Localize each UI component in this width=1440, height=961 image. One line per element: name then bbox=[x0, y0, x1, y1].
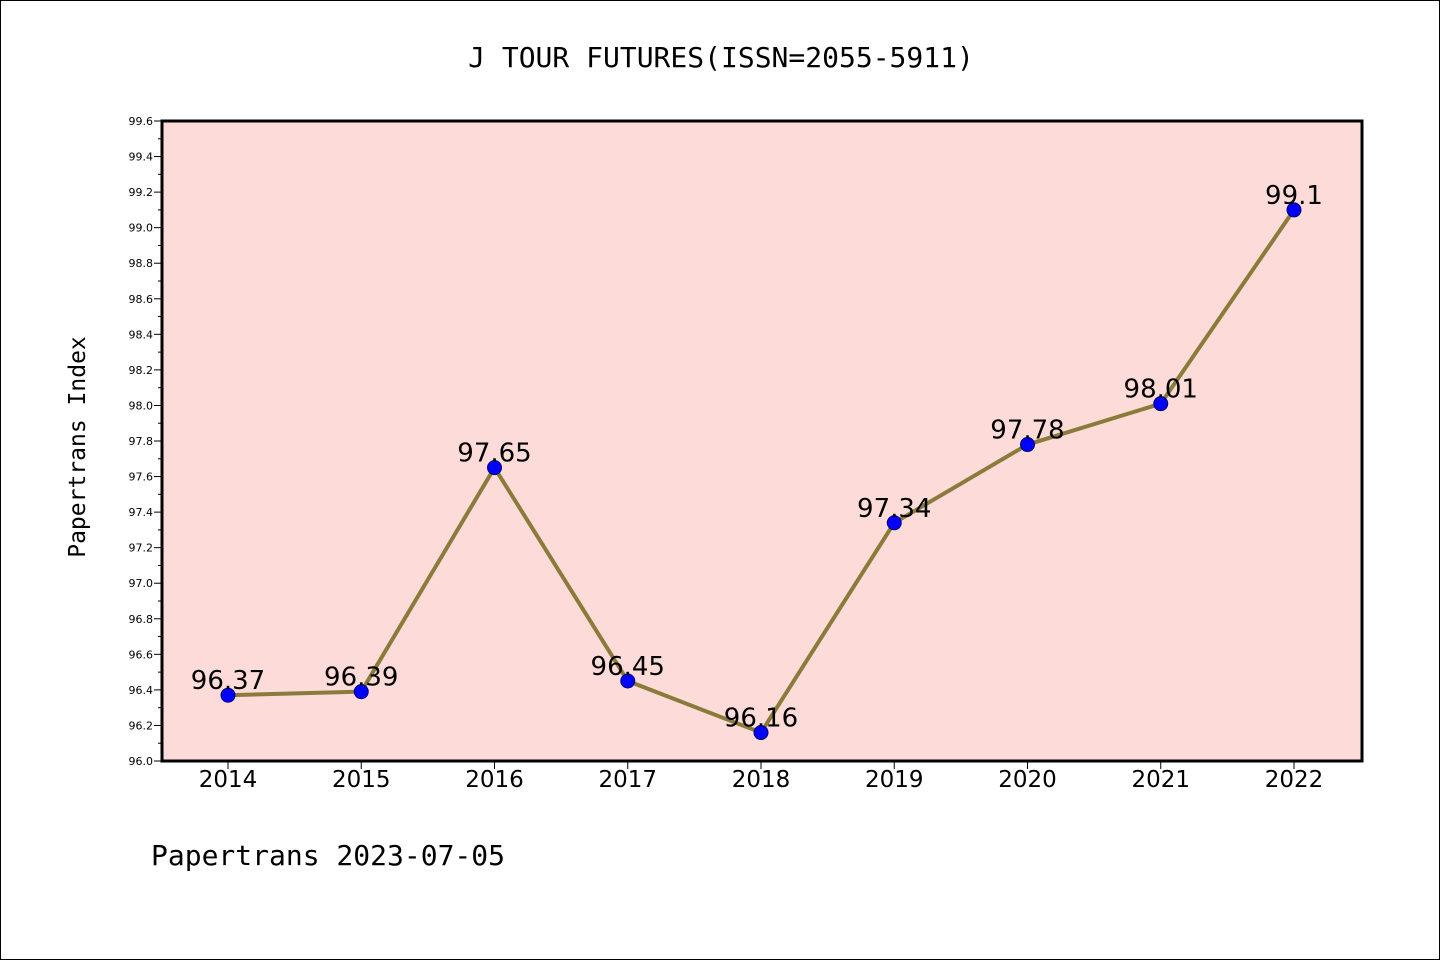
data-point-label: 96.45 bbox=[591, 652, 665, 682]
y-tick-label: 97.0 bbox=[129, 577, 154, 590]
y-tick-label: 98.0 bbox=[129, 399, 154, 412]
y-axis-label: Papertrans Index bbox=[65, 336, 91, 558]
data-point-label: 97.65 bbox=[457, 439, 531, 469]
y-tick-label: 98.6 bbox=[129, 293, 154, 306]
x-tick-label: 2018 bbox=[732, 767, 791, 793]
data-labels: 96.37 96.39 97.65 96.45 96.16 97.34 97.78 98.01… bbox=[191, 181, 1323, 734]
x-tick-label: 2022 bbox=[1265, 767, 1324, 793]
data-point bbox=[1020, 437, 1035, 453]
y-tick-label: 99.0 bbox=[129, 222, 154, 235]
y-tick-label: 96.0 bbox=[129, 755, 154, 768]
data-point bbox=[1153, 396, 1169, 412]
data-point-label: 97.78 bbox=[990, 416, 1064, 446]
y-tick-label: 96.6 bbox=[129, 648, 154, 661]
data-point-label: 99.1 bbox=[1265, 181, 1323, 211]
data-point bbox=[220, 687, 236, 703]
data-point-label: 98.01 bbox=[1124, 375, 1198, 405]
y-tick-label: 99.6 bbox=[129, 115, 154, 128]
y-tick-label: 98.8 bbox=[129, 257, 154, 270]
x-tick-label: 2020 bbox=[998, 767, 1057, 793]
data-point bbox=[353, 684, 369, 700]
y-tick-label: 97.8 bbox=[129, 435, 154, 448]
x-tick-label: 2015 bbox=[332, 767, 391, 793]
plot-area bbox=[162, 121, 1362, 761]
y-tick-label: 97.4 bbox=[129, 506, 154, 519]
x-tick-label: 2021 bbox=[1131, 767, 1190, 793]
y-tick-label: 97.2 bbox=[129, 542, 154, 555]
y-axis-ticks: 96.0 96.2 96.4 96.6 96.8 97.0 97.2 97.4 97.6 97.8… bbox=[129, 115, 162, 768]
x-tick-label: 2019 bbox=[865, 767, 924, 793]
x-tick-label: 2016 bbox=[465, 767, 524, 793]
data-point bbox=[1286, 202, 1302, 218]
data-point-label: 96.39 bbox=[324, 663, 398, 693]
data-point bbox=[487, 460, 502, 476]
y-tick-label: 98.2 bbox=[129, 364, 154, 377]
chart-title: J TOUR FUTURES(ISSN=2055-5911) bbox=[468, 41, 974, 74]
x-tick-label: 2014 bbox=[199, 767, 258, 793]
y-tick-label: 96.8 bbox=[129, 613, 154, 626]
data-point-label: 96.37 bbox=[191, 666, 265, 696]
x-axis-ticks: 2014 2015 2016 2017 2018 2019 2020 2021 2022 bbox=[199, 761, 1324, 793]
y-tick-label: 99.4 bbox=[129, 151, 154, 164]
y-tick-label: 97.6 bbox=[129, 471, 154, 484]
data-point-label: 97.34 bbox=[857, 494, 931, 524]
data-point bbox=[620, 673, 636, 689]
data-point bbox=[886, 515, 902, 531]
plot-border bbox=[160, 119, 1364, 763]
footer-date-text: Papertrans 2023-07-05 bbox=[151, 839, 505, 872]
y-tick-label: 99.2 bbox=[129, 186, 154, 199]
data-markers bbox=[220, 202, 1302, 741]
y-tick-label: 98.4 bbox=[129, 328, 154, 341]
x-tick-label: 2017 bbox=[598, 767, 657, 793]
y-tick-label: 96.2 bbox=[129, 719, 154, 732]
y-tick-label: 96.4 bbox=[129, 684, 154, 697]
data-point bbox=[753, 725, 769, 741]
data-point-label: 96.16 bbox=[724, 704, 798, 734]
